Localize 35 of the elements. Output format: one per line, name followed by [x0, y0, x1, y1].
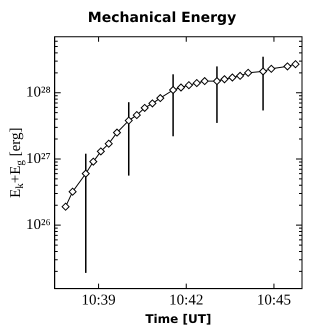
point: [112, 128, 121, 137]
chart-title: Mechanical Energy: [88, 10, 236, 26]
point: [292, 60, 300, 68]
point: [200, 77, 209, 86]
point: [169, 86, 178, 94]
point: [82, 170, 90, 178]
x-tick-label: 10:39: [81, 292, 116, 309]
point: [192, 79, 201, 88]
point: [156, 94, 164, 102]
point: [176, 84, 185, 92]
point: [89, 158, 98, 166]
point: [68, 188, 77, 196]
y-tick-label: 10²⁸: [26, 84, 51, 101]
point: [132, 111, 141, 120]
point: [62, 202, 70, 211]
point: [228, 73, 236, 82]
point: [148, 99, 156, 108]
point: [140, 104, 149, 112]
y-axis-title: Ek+Eg [erg]: [8, 127, 26, 198]
point: [259, 67, 268, 76]
point: [96, 147, 105, 156]
point: [267, 64, 276, 73]
point: [244, 68, 252, 77]
point: [184, 81, 193, 90]
point: [220, 75, 228, 84]
point: [104, 140, 113, 148]
x-axis-title: Time [UT]: [145, 312, 212, 326]
x-tick-label: 10:42: [169, 292, 204, 309]
y-tick-label: 10²⁶: [26, 217, 51, 234]
x-tick-label: 10:45: [256, 292, 292, 309]
point: [124, 116, 133, 125]
point: [283, 62, 292, 70]
point: [212, 77, 221, 86]
y-tick-label: 10²⁷: [26, 150, 51, 167]
point: [236, 72, 244, 80]
